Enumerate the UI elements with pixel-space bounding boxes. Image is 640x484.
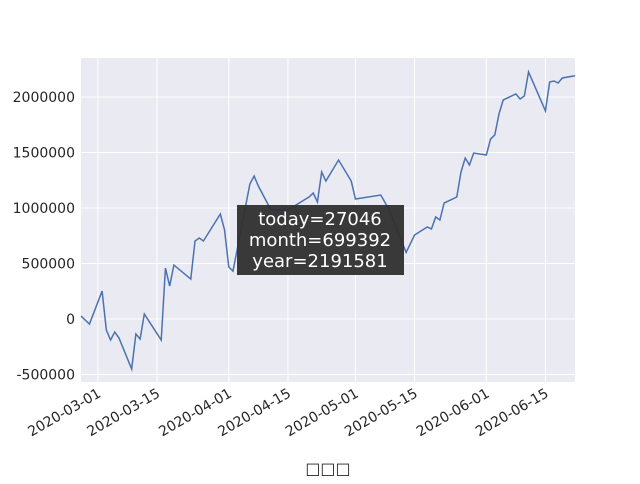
tooltip-line: today=27046 xyxy=(258,209,382,230)
tooltip-line: month=699392 xyxy=(249,230,391,251)
y-tick-label: -500000 xyxy=(17,368,76,384)
lines xyxy=(80,69,576,372)
y-tick-label: 2000000 xyxy=(13,90,75,106)
y-tick-label: 0 xyxy=(66,312,75,328)
y-tick-label: 1500000 xyxy=(13,145,75,161)
data-line xyxy=(80,69,576,372)
y-tick-label: 1000000 xyxy=(13,201,75,217)
tooltip-box xyxy=(237,205,404,275)
x-axis-label: □□□ xyxy=(305,459,350,478)
tooltip-line: year=2191581 xyxy=(252,251,387,272)
y-tick-label: 500000 xyxy=(22,257,75,273)
